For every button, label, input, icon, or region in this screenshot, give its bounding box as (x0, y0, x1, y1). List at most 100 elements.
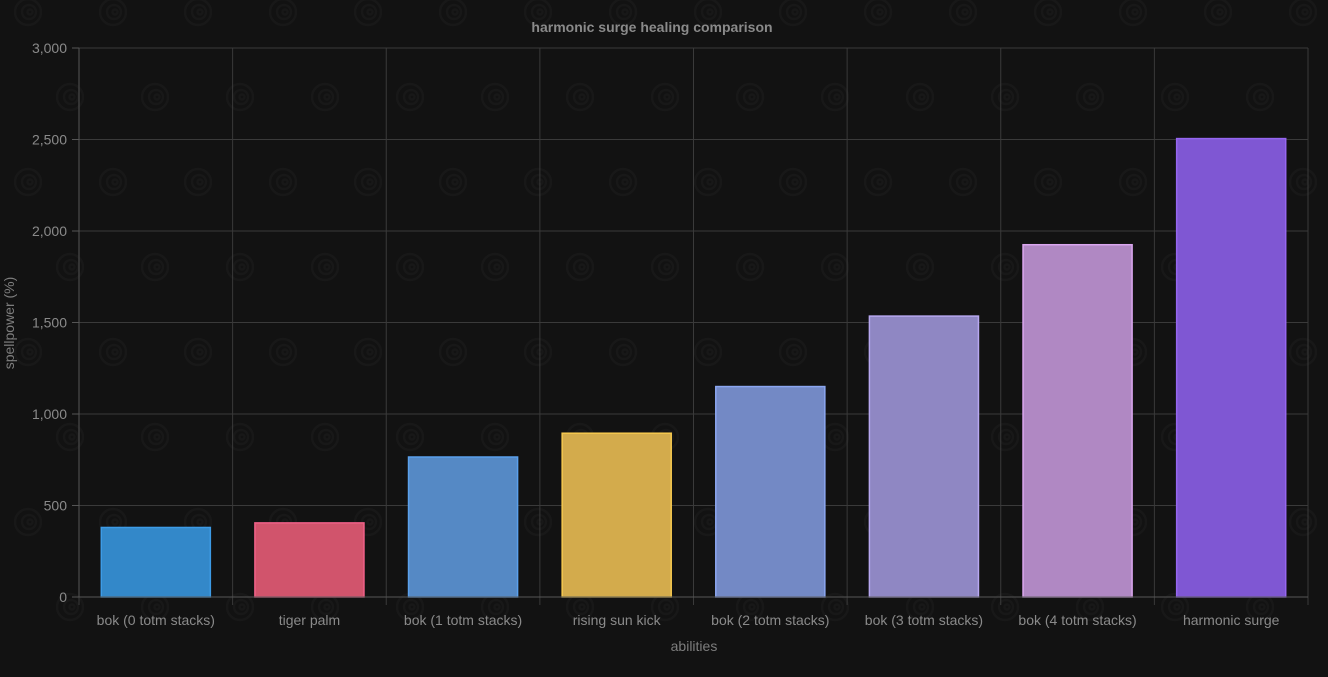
background-swirl (778, 337, 808, 367)
axes: 0 500 1,000 1,500 2,000 2,500 3,000 bok (0 totm… (32, 40, 1308, 628)
background-swirl (1245, 82, 1275, 112)
bar-tiger-palm[interactable] (254, 522, 365, 598)
background-swirl (225, 422, 255, 452)
background-swirl (55, 422, 85, 452)
background-swirl (268, 337, 298, 367)
background-swirl (990, 82, 1020, 112)
background-swirl (565, 252, 595, 282)
background-swirl (13, 507, 43, 537)
background-swirl (1160, 592, 1190, 622)
background-swirl (778, 0, 808, 27)
background-swirl (140, 82, 170, 112)
background-swirl (480, 422, 510, 452)
background-swirl (183, 0, 213, 27)
background-swirl (523, 167, 553, 197)
background-swirl (183, 337, 213, 367)
x-tick-label: bok (0 totm stacks) (97, 612, 215, 628)
background-swirl (55, 82, 85, 112)
background-swirl (438, 0, 468, 27)
background-swirl (650, 252, 680, 282)
y-axis-title: spellpower (%) (1, 277, 17, 370)
background-swirl (438, 337, 468, 367)
x-tick-label: bok (4 totm stacks) (1018, 612, 1136, 628)
background-swirl (863, 0, 893, 27)
background-swirl (523, 337, 553, 367)
background-swirl (905, 252, 935, 282)
background-swirl (225, 592, 255, 622)
background-swirl (523, 0, 553, 27)
background-swirl (438, 167, 468, 197)
background-swirl (990, 592, 1020, 622)
background-swirl (353, 167, 383, 197)
y-tick-label: 2,500 (32, 132, 67, 148)
background-swirl (353, 507, 383, 537)
background-swirl (905, 82, 935, 112)
background-swirl (735, 82, 765, 112)
background-swirl (1033, 167, 1063, 197)
background-swirl (778, 167, 808, 197)
background-swirl (990, 252, 1020, 282)
background-swirl (608, 167, 638, 197)
background-swirl (1118, 167, 1148, 197)
background-swirl (13, 167, 43, 197)
bar-bok-4-totm-stacks[interactable] (1022, 243, 1133, 598)
background-swirl (1288, 167, 1318, 197)
background-swirl (905, 592, 935, 622)
background-swirl (1288, 337, 1318, 367)
background-swirl (225, 82, 255, 112)
background-swirl (990, 422, 1020, 452)
background-swirl (310, 422, 340, 452)
background-swirl (948, 0, 978, 27)
x-tick-label: bok (3 totm stacks) (865, 612, 983, 628)
background-swirl (608, 337, 638, 367)
background-swirl (395, 422, 425, 452)
background-swirl (1160, 82, 1190, 112)
bar-bok-2-totm-stacks[interactable] (715, 385, 826, 598)
bar-harmonic-surge[interactable] (1175, 137, 1287, 598)
background-swirl (608, 0, 638, 27)
background-swirl (863, 167, 893, 197)
x-tick-label: harmonic surge (1183, 612, 1280, 628)
background-swirl (55, 252, 85, 282)
background-swirl (1288, 507, 1318, 537)
background-swirl (140, 422, 170, 452)
background-swirl (693, 0, 723, 27)
background-swirl (735, 252, 765, 282)
x-tick-label: bok (2 totm stacks) (711, 612, 829, 628)
background-swirl (140, 252, 170, 282)
y-tick-label: 2,000 (32, 223, 67, 239)
background-swirl (1118, 0, 1148, 27)
background-swirl (650, 592, 680, 622)
background-swirl (1033, 0, 1063, 27)
background-swirl (565, 82, 595, 112)
background-swirl (353, 337, 383, 367)
background-swirl (13, 0, 43, 27)
bar-bok-3-totm-stacks[interactable] (868, 315, 980, 598)
y-tick-label: 500 (44, 498, 68, 514)
background-swirl (98, 337, 128, 367)
bars (100, 137, 1287, 598)
background-swirl (268, 167, 298, 197)
y-tick-label: 0 (59, 589, 67, 605)
background-swirl (98, 167, 128, 197)
bar-bok-1-totm-stacks[interactable] (407, 456, 519, 598)
background-swirl (480, 82, 510, 112)
chart-title: harmonic surge healing comparison (531, 19, 772, 35)
background-swirl (1203, 0, 1233, 27)
background-swirl (948, 167, 978, 197)
background-swirl (310, 82, 340, 112)
y-tick-label: 1,000 (32, 406, 67, 422)
x-tick-label: tiger palm (279, 612, 340, 628)
background-swirl (395, 82, 425, 112)
background-swirl (820, 82, 850, 112)
y-tick-label: 1,500 (32, 315, 67, 331)
background-swirl (650, 82, 680, 112)
background-swirl (55, 592, 85, 622)
background-swirl (480, 252, 510, 282)
background-swirl (310, 252, 340, 282)
bar-bok-0-totm-stacks[interactable] (100, 526, 212, 598)
background-swirl (13, 337, 43, 367)
bar-rising-sun-kick[interactable] (561, 432, 672, 598)
